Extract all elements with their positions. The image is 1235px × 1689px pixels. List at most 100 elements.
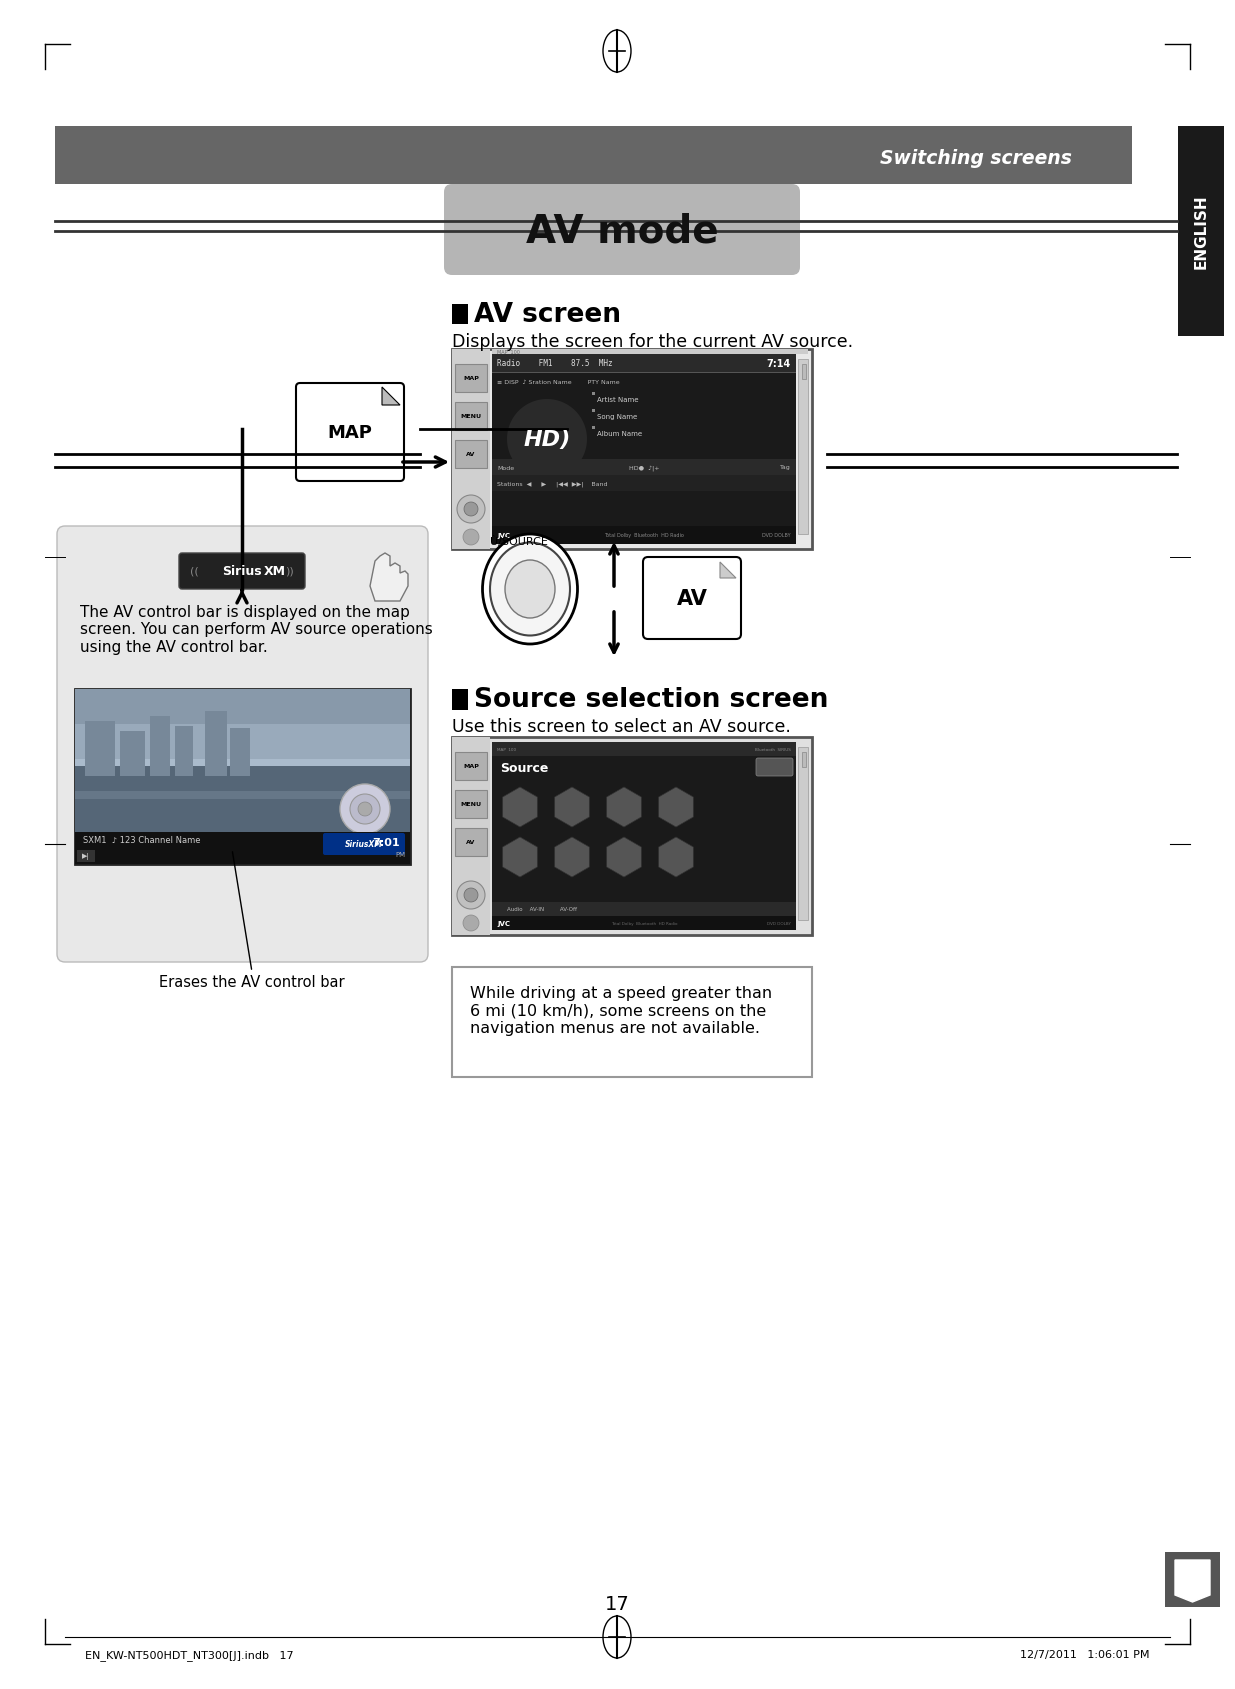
Bar [75,760,410,797]
Bar [452,689,468,711]
Text: XM: XM [264,566,287,578]
Bar [492,917,797,931]
Text: 17: 17 [605,1594,630,1613]
Bar [452,738,490,936]
Polygon shape [555,787,589,828]
Bar [802,365,806,380]
Ellipse shape [483,535,578,645]
Text: MAP: MAP [327,424,373,443]
Ellipse shape [505,561,555,618]
Polygon shape [382,388,400,405]
Bar [1165,1552,1220,1606]
Text: MAP  100: MAP 100 [496,350,520,355]
Bar [149,716,170,777]
Circle shape [464,503,478,517]
Bar [492,350,808,355]
Bar [452,304,468,324]
Text: 7:01: 7:01 [373,838,400,848]
Bar [454,790,487,819]
Text: Ù/SOURCE: Ù/SOURCE [490,535,548,547]
Text: ▶|: ▶| [82,853,90,860]
Text: AV: AV [677,589,708,608]
Bar [75,792,410,799]
FancyBboxPatch shape [296,383,404,481]
Bar [452,968,811,1078]
Text: Erases the AV control bar: Erases the AV control bar [159,975,345,990]
Polygon shape [720,562,736,579]
Text: PM: PM [395,851,405,858]
Text: Song Name: Song Name [597,414,637,421]
Bar [492,476,797,491]
FancyBboxPatch shape [445,184,800,275]
Bar [1178,127,1224,336]
Bar [205,711,227,777]
Text: Radio    FM1    87.5  MHz: Radio FM1 87.5 MHz [496,360,613,368]
Bar [454,441,487,470]
Text: SXM1  ♪ 123 Channel Name: SXM1 ♪ 123 Channel Name [83,836,200,844]
FancyBboxPatch shape [57,527,429,963]
Bar [77,851,95,863]
FancyBboxPatch shape [756,758,793,777]
Bar [492,743,797,931]
Bar [452,350,490,549]
Text: Sirius: Sirius [222,566,262,578]
Text: SiriusXM: SiriusXM [345,839,383,850]
Text: The AV control bar is displayed on the map
screen. You can perform AV source ope: The AV control bar is displayed on the m… [80,605,432,654]
Bar [56,127,1132,184]
Polygon shape [658,838,693,878]
Text: AV mode: AV mode [526,213,719,250]
Circle shape [340,784,390,834]
Bar [492,355,797,544]
Circle shape [350,794,380,824]
Text: Artist Name: Artist Name [597,397,638,402]
Polygon shape [370,554,408,601]
Text: JVC: JVC [496,532,510,539]
Text: Stations  ◀     ▶     |◀◀  ▶▶|    Band: Stations ◀ ▶ |◀◀ ▶▶| Band [496,481,608,486]
Text: MENU: MENU [461,414,482,419]
Polygon shape [503,838,537,878]
Text: Album Name: Album Name [597,431,642,437]
Bar [492,902,797,917]
Text: Source selection screen: Source selection screen [474,687,829,713]
Bar [492,355,797,373]
Bar [452,738,811,936]
Text: 7:14: 7:14 [767,358,790,368]
Circle shape [463,915,479,931]
Text: Total Dolby  Bluetooth  HD Radio: Total Dolby Bluetooth HD Radio [611,922,677,926]
Text: DVD DOLBY: DVD DOLBY [767,922,790,926]
FancyBboxPatch shape [643,557,741,640]
Bar [230,728,249,777]
Polygon shape [658,787,693,828]
Text: AV screen: AV screen [474,302,621,328]
Polygon shape [1174,1561,1210,1603]
Bar [592,394,595,395]
Bar [454,829,487,856]
Polygon shape [606,838,641,878]
Text: ((: (( [190,568,199,576]
Text: MAP: MAP [463,377,479,382]
Bar [798,360,808,535]
FancyBboxPatch shape [324,833,405,856]
Text: )): )) [285,568,294,576]
Circle shape [358,802,372,816]
Text: Bluetooth  SIRIUS: Bluetooth SIRIUS [755,748,790,752]
Bar [592,427,595,429]
Text: Use this screen to select an AV source.: Use this screen to select an AV source. [452,718,790,736]
Circle shape [457,495,485,524]
Polygon shape [606,787,641,828]
Bar [75,689,410,865]
Bar [798,748,808,921]
Bar [454,753,487,780]
Text: DVD DOLBY: DVD DOLBY [762,534,790,539]
Text: Total Dolby  Bluetooth  HD Radio: Total Dolby Bluetooth HD Radio [604,534,684,539]
Bar [454,365,487,394]
Bar [454,402,487,431]
Text: Audio    AV-IN         AV-Off: Audio AV-IN AV-Off [508,907,577,912]
Text: HD●  ♪|+: HD● ♪|+ [629,464,659,471]
Ellipse shape [490,544,571,637]
Polygon shape [555,838,589,878]
Bar [802,753,806,767]
Text: AV: AV [467,453,475,458]
Bar [75,767,410,863]
Text: While driving at a speed greater than
6 mi (10 km/h), some screens on the
naviga: While driving at a speed greater than 6 … [471,985,772,1035]
